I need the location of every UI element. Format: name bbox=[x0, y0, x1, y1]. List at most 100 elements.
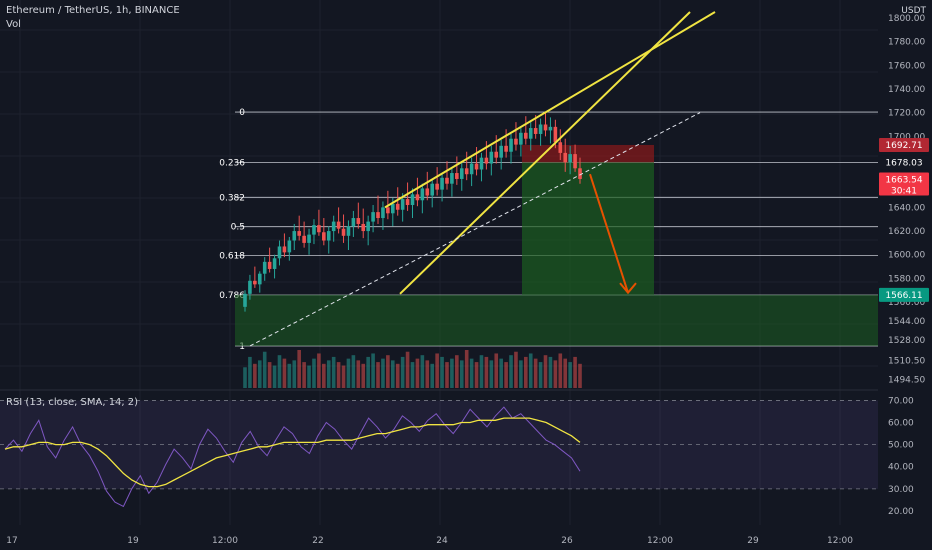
candle-body bbox=[415, 194, 420, 201]
volume-bar bbox=[302, 362, 306, 388]
candle-body bbox=[371, 212, 375, 222]
price-label-text: 1663.54 bbox=[885, 176, 922, 186]
volume-bar bbox=[386, 355, 390, 388]
candle-body bbox=[420, 188, 425, 201]
volume-bar bbox=[262, 351, 267, 388]
volume-bar bbox=[514, 351, 518, 388]
candle-body bbox=[563, 152, 568, 163]
candle-body bbox=[405, 199, 410, 206]
volume-bar bbox=[420, 355, 425, 388]
candle-body bbox=[548, 126, 553, 131]
volume-bar bbox=[326, 360, 331, 388]
fib-level-label: 0 bbox=[239, 108, 245, 118]
volume-bar bbox=[312, 358, 316, 388]
price-label-box bbox=[879, 155, 929, 170]
volume-bar bbox=[578, 363, 582, 388]
volume-bar bbox=[489, 360, 494, 388]
volume-bar bbox=[528, 353, 533, 388]
volume-bar bbox=[474, 362, 479, 388]
volume-bar bbox=[450, 358, 454, 388]
candle-body bbox=[484, 157, 489, 164]
candle-body bbox=[464, 168, 469, 175]
candle-body bbox=[346, 226, 351, 236]
candle-body bbox=[538, 124, 543, 134]
candle-body bbox=[469, 163, 474, 175]
trend-line-dashed bbox=[249, 112, 701, 347]
volume-bar bbox=[573, 356, 577, 388]
candle-body bbox=[341, 228, 346, 236]
candle-body bbox=[494, 151, 499, 158]
candle-body bbox=[440, 177, 444, 190]
rsi-tick: 60.00 bbox=[888, 419, 914, 429]
candle-body bbox=[272, 258, 277, 269]
price-label-box bbox=[879, 172, 929, 196]
volume-bar bbox=[469, 358, 474, 388]
candle-body bbox=[568, 154, 572, 163]
stop-zone bbox=[522, 144, 654, 163]
volume-bar bbox=[519, 360, 523, 388]
volume-bar bbox=[425, 360, 430, 388]
candle-body bbox=[543, 124, 548, 131]
time-tick: 12:00 bbox=[827, 536, 853, 546]
volume-bar bbox=[376, 362, 380, 388]
price-tick: 1740.00 bbox=[888, 85, 925, 95]
price-label-text: 1678.03 bbox=[885, 158, 922, 168]
price-tick: 1528.00 bbox=[888, 336, 925, 346]
price-tick: 1510.50 bbox=[888, 357, 925, 367]
volume-bar bbox=[257, 360, 262, 388]
candle-body bbox=[528, 128, 533, 139]
candle-body bbox=[282, 246, 287, 253]
volume-bar bbox=[287, 363, 292, 388]
volume-bar bbox=[341, 365, 346, 388]
candle-body bbox=[514, 138, 518, 145]
candle-body bbox=[400, 199, 405, 210]
price-tick: 1760.00 bbox=[888, 61, 925, 71]
candle-body bbox=[317, 225, 321, 233]
volume-bar bbox=[563, 358, 568, 388]
candle-body bbox=[573, 154, 577, 169]
volume-bar bbox=[410, 362, 415, 388]
volume-bar bbox=[336, 362, 341, 388]
volume-bar bbox=[543, 355, 548, 388]
volume-label: Vol bbox=[6, 19, 21, 30]
volume-bar bbox=[248, 356, 252, 388]
candle-body bbox=[381, 207, 385, 219]
candle-body bbox=[410, 194, 415, 206]
candle-body bbox=[297, 231, 301, 236]
chart-title: Ethereum / TetherUS, 1h, BINANCE bbox=[6, 5, 180, 16]
volume-bar bbox=[361, 363, 366, 388]
time-tick: 24 bbox=[436, 536, 448, 546]
price-tick: 1494.50 bbox=[888, 376, 925, 386]
candle-body bbox=[474, 163, 479, 170]
fib-level-label: 0.382 bbox=[219, 193, 245, 203]
candle-body bbox=[390, 203, 395, 214]
candle-body bbox=[459, 168, 464, 179]
rsi-tick: 30.00 bbox=[888, 485, 914, 495]
trend-line-lower bbox=[399, 11, 691, 295]
candle-body bbox=[257, 273, 262, 285]
price-tick: 1640.00 bbox=[888, 203, 925, 213]
volume-bar bbox=[267, 362, 272, 388]
price-tick: 1720.00 bbox=[888, 109, 925, 119]
volume-bar bbox=[395, 363, 400, 388]
target-zone bbox=[235, 294, 878, 346]
candle-body bbox=[519, 132, 523, 145]
volume-bar bbox=[455, 355, 459, 388]
candle-body bbox=[395, 203, 400, 210]
volume-bar bbox=[445, 362, 449, 388]
volume-bar bbox=[322, 363, 326, 388]
volume-bar bbox=[317, 353, 321, 388]
volume-bar bbox=[504, 362, 508, 388]
candle-body bbox=[351, 218, 356, 227]
price-tick: 1620.00 bbox=[888, 227, 925, 237]
time-tick: 12:00 bbox=[647, 536, 673, 546]
candle-body bbox=[277, 246, 282, 259]
time-tick: 17 bbox=[6, 536, 17, 546]
time-tick: 19 bbox=[127, 536, 139, 546]
candle-body bbox=[248, 280, 252, 294]
price-tick: 1800.00 bbox=[888, 14, 925, 24]
currency-label: USDT bbox=[901, 6, 926, 16]
volume-bar bbox=[366, 356, 370, 388]
candle-body bbox=[253, 280, 257, 285]
